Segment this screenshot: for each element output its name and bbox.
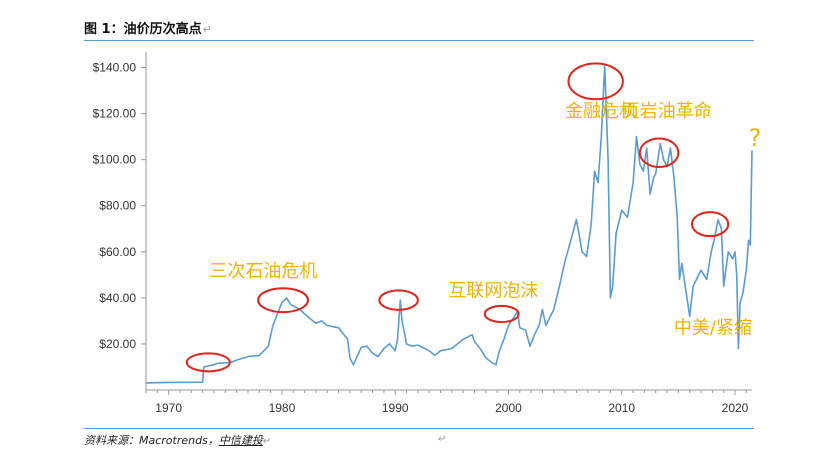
y-tick-label: $140.00 — [93, 61, 137, 75]
highlight-circle — [483, 304, 520, 324]
price-line — [145, 64, 753, 384]
y-tick-label: $100.00 — [93, 153, 137, 167]
x-tick-label: 2010 — [608, 401, 635, 415]
x-tick-label: 1980 — [269, 401, 296, 415]
x-tick-label: 1990 — [382, 401, 409, 415]
source-link[interactable]: 中信建投 — [218, 434, 263, 447]
highlight-circle — [690, 211, 730, 238]
y-tick-label: $120.00 — [93, 107, 137, 121]
chart-axes: $20.00 $40.00 $60.00 $80.00 $100.00 $120.00 $1… — [93, 52, 752, 415]
series-layer — [145, 64, 753, 384]
source-note: 资料来源：Macrotrends，中信建投↵ — [84, 432, 271, 448]
highlight-circle — [257, 287, 309, 314]
annotation-label: 页岩油革命 — [622, 101, 712, 122]
annotation-label: 中美/紧缩 — [674, 318, 752, 339]
paragraph-mark: ↵ — [438, 434, 447, 445]
paragraph-mark: ↵ — [202, 23, 212, 36]
title-rule — [84, 40, 754, 41]
highlight-circles — [185, 62, 730, 373]
y-tick-label: $20.00 — [99, 337, 136, 351]
source-rule — [84, 428, 754, 429]
annotation-label: 互联网泡沫 — [448, 281, 538, 302]
annotation-label: ? — [749, 124, 762, 152]
x-tick-label: 2000 — [495, 401, 522, 415]
y-tick-label: $60.00 — [99, 245, 136, 259]
y-tick-label: $40.00 — [99, 291, 136, 305]
annotation-label: 金融危机 — [565, 101, 637, 122]
source-label: 资料来源：Macrotrends， — [84, 434, 219, 447]
x-tick-label: 2020 — [722, 401, 749, 415]
y-tick-label: $80.00 — [99, 199, 136, 213]
paragraph-mark: ↵ — [262, 436, 272, 447]
figure-title-text: 图 1：油价历次高点 — [84, 22, 202, 37]
figure-title: 图 1：油价历次高点↵ — [84, 18, 212, 37]
highlight-circle — [378, 289, 419, 311]
highlight-circle — [185, 352, 231, 373]
x-tick-label: 1970 — [155, 401, 182, 415]
highlight-circle — [567, 62, 624, 101]
highlight-circle — [638, 137, 680, 169]
annotation-label: 三次石油危机 — [209, 261, 317, 282]
